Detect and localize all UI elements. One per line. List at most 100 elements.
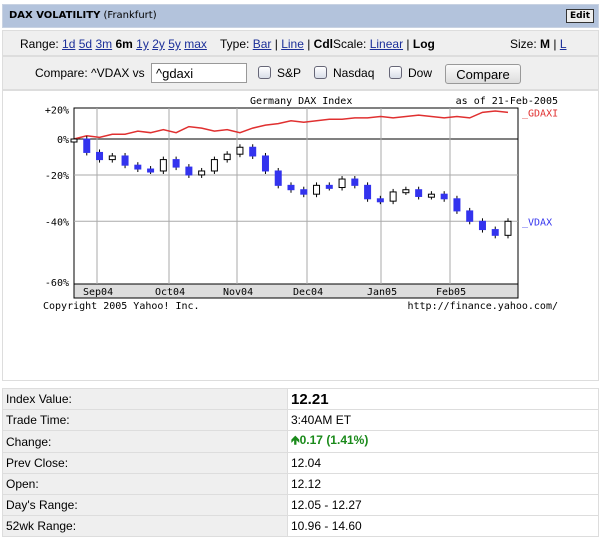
scale-label: Scale:	[333, 37, 367, 51]
vdax-candle	[70, 138, 78, 143]
vdax-candle	[364, 184, 372, 200]
range-2y[interactable]: 2y	[152, 37, 165, 51]
vdax-candle	[504, 220, 512, 236]
vdax-candle	[96, 151, 104, 161]
chart-container: Germany DAX Index as of 21-Feb-2005 +20%…	[2, 90, 599, 381]
page-header: DAX VOLATILITY (Frankfurt) Edit	[2, 4, 599, 28]
x-tick-label: Dec04	[293, 287, 323, 298]
checkbox-label: Dow	[408, 66, 433, 80]
range-5y[interactable]: 5y	[168, 37, 181, 51]
quote-cell: 10.96 - 14.60	[287, 515, 599, 537]
quote-value: 12.04	[291, 456, 322, 470]
chart-date: as of 21-Feb-2005	[456, 96, 558, 107]
exchange-name: (Frankfurt)	[103, 10, 157, 21]
checkbox-icon[interactable]	[389, 66, 402, 79]
quote-row: Index Value: 12.21	[2, 388, 599, 410]
y-tick-label: +20%	[45, 106, 69, 117]
copyright: Copyright 2005 Yahoo! Inc.	[43, 301, 200, 312]
vdax-candle	[185, 166, 193, 176]
quote-value: 10.96 - 14.60	[291, 519, 362, 533]
quote-label: Trade Time:	[2, 409, 288, 431]
vdax-candle	[325, 184, 333, 189]
quote-cell: 12.05 - 12.27	[287, 494, 599, 516]
vdax-candle	[210, 159, 218, 172]
size-label: Size:	[510, 37, 537, 51]
y-tick-label: -40%	[45, 217, 69, 228]
quote-label: Prev Close:	[2, 452, 288, 474]
vdax-candle	[402, 189, 410, 194]
quote-label: Day's Range:	[2, 494, 288, 516]
x-tick-label: Feb05	[436, 287, 466, 298]
chart-options-bar: Range: 1d 5d 3m 6m 1y 2y 5y max Type: Ba…	[2, 30, 599, 56]
range-6m: 6m	[115, 37, 133, 51]
quote-value: 0.17 (1.41%)	[299, 433, 369, 447]
type-cdl: Cdl	[313, 37, 334, 51]
compare-button[interactable]: Compare	[445, 64, 521, 84]
quote-cell: 12.04	[287, 452, 599, 474]
quote-row: Trade Time: 3:40AM ET	[2, 409, 599, 431]
range-selector: Range: 1d 5d 3m 6m 1y 2y 5y max	[20, 37, 207, 51]
quote-row: Day's Range: 12.05 - 12.27	[2, 494, 599, 516]
range-label: Range:	[20, 37, 59, 51]
x-tick-label: Nov04	[223, 287, 253, 298]
quote-row: Prev Close: 12.04	[2, 452, 599, 474]
quote-label: 52wk Range:	[2, 515, 288, 537]
edit-button[interactable]: Edit	[566, 9, 594, 23]
quote-table: Index Value: 12.21 Trade Time: 3:40AM ET Cha…	[2, 388, 599, 537]
range-3m[interactable]: 3m	[95, 37, 113, 51]
vdax-candle	[261, 155, 269, 172]
checkbox-icon[interactable]	[258, 66, 271, 79]
vdax-candle	[338, 178, 346, 189]
y-tick-label: 0%	[57, 135, 69, 146]
vdax-candle	[478, 220, 486, 231]
checkbox-nasdaq[interactable]: Nasdaq	[314, 66, 374, 80]
page-title: DAX VOLATILITY	[9, 10, 101, 21]
checkbox-label: S&P	[277, 66, 302, 80]
range-1y[interactable]: 1y	[136, 37, 149, 51]
x-tick-label: Jan05	[367, 287, 397, 298]
x-tick-label: Oct04	[155, 287, 185, 298]
x-tick-label: Sep04	[83, 287, 113, 298]
vdax-candle	[491, 229, 499, 236]
scale-log: Log	[412, 37, 435, 51]
vdax-candle	[274, 170, 282, 186]
type-label: Type:	[220, 37, 250, 51]
size-l[interactable]: L	[559, 37, 567, 51]
source-url: http://finance.yahoo.com/	[407, 301, 558, 312]
compare-symbol-input[interactable]	[151, 63, 247, 83]
vdax-candle	[198, 170, 206, 176]
y-tick-label: -20%	[45, 171, 69, 182]
gdaxi-legend: _GDAXI	[522, 108, 558, 119]
checkbox-sp[interactable]: S&P	[258, 66, 301, 80]
range-1d[interactable]: 1d	[62, 37, 76, 51]
vdax-candle	[313, 184, 321, 195]
quote-value: 12.05 - 12.27	[291, 498, 362, 512]
checkbox-icon[interactable]	[314, 66, 327, 79]
type-selector: Type: Bar | Line | Cdl	[220, 37, 334, 51]
type-bar[interactable]: Bar	[252, 37, 272, 51]
vdax-candle	[300, 189, 308, 195]
type-line[interactable]: Line	[281, 37, 304, 51]
quote-label: Open:	[2, 473, 288, 495]
vdax-candle	[376, 198, 384, 203]
scale-selector: Scale: Linear | Log	[333, 37, 435, 51]
vdax-candle	[287, 184, 295, 191]
vdax-candle	[249, 146, 257, 157]
checkbox-dow[interactable]: Dow	[389, 66, 432, 80]
chart-title: Germany DAX Index	[250, 96, 352, 107]
checkbox-label: Nasdaq	[333, 66, 375, 80]
plot-area	[73, 107, 519, 285]
y-tick-label: -60%	[45, 278, 69, 289]
compare-bar: Compare: ^VDAX vs S&P Nasdaq Dow Compare	[2, 56, 599, 90]
gdaxi-line	[73, 110, 509, 140]
quote-row: 52wk Range: 10.96 - 14.60	[2, 515, 599, 537]
quote-label: Change:	[2, 430, 288, 453]
quote-value: 12.12	[291, 477, 322, 491]
scale-linear[interactable]: Linear	[369, 37, 404, 51]
x-axis-band	[73, 283, 519, 299]
arrow-up-icon: 🡹	[291, 433, 300, 447]
range-5d[interactable]: 5d	[78, 37, 93, 51]
vdax-candle	[147, 168, 155, 173]
quote-value: 3:40AM ET	[291, 413, 352, 427]
range-max[interactable]: max	[184, 37, 207, 51]
